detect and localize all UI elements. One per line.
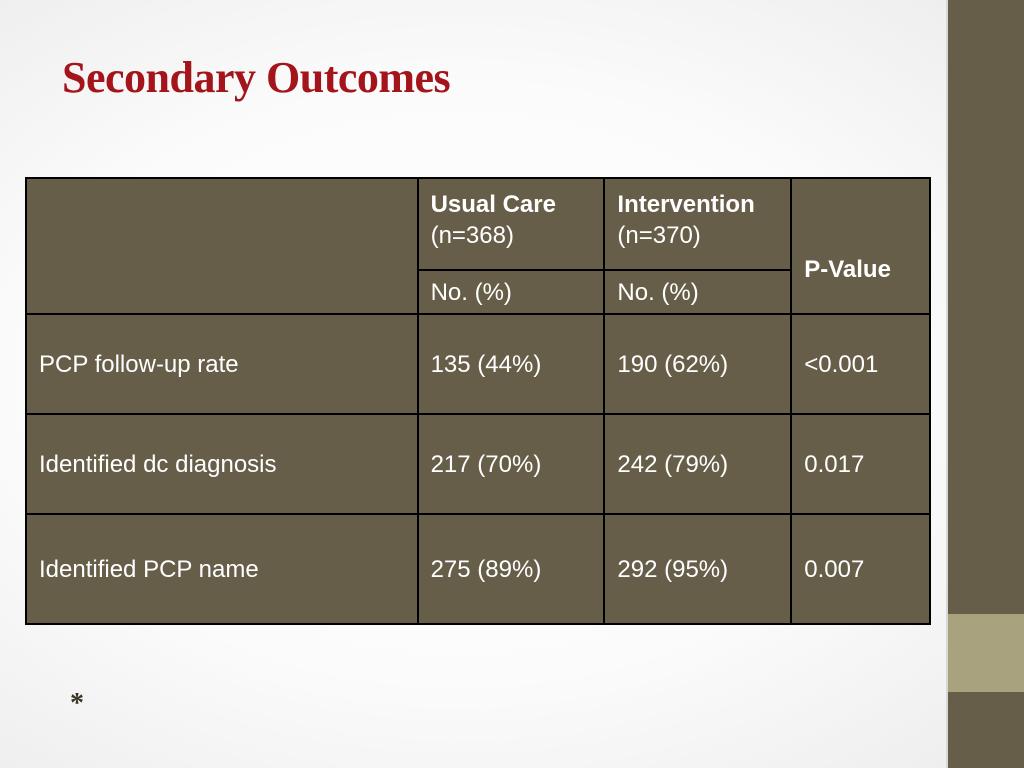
intervention-n: (n=370): [617, 222, 701, 249]
footnote-asterisk: *: [70, 688, 84, 719]
header-row-units: No. (%) No. (%): [26, 269, 930, 315]
header-usual-care: Usual Care (n=368): [416, 177, 606, 271]
usual-care-unit: No. (%): [416, 269, 606, 315]
sidebar-edge: [946, 0, 948, 768]
row-label: PCP follow-up rate: [25, 313, 419, 415]
usual-care-value: 217 (70%): [416, 413, 606, 515]
header-intervention: Intervention (n=370): [603, 177, 793, 271]
intervention-unit: No. (%): [603, 269, 793, 315]
usual-care-value: 275 (89%): [416, 513, 606, 625]
header-empty-cell: [25, 177, 419, 315]
table-row: Identified PCP name 275 (89%) 292 (95%) …: [25, 513, 931, 625]
row-label: Identified PCP name: [25, 513, 419, 625]
intervention-label: Intervention: [617, 191, 755, 218]
p-value: 0.017: [790, 413, 931, 515]
sidebar-accent-block: [948, 614, 1024, 692]
table-row: Identified dc diagnosis 217 (70%) 242 (7…: [25, 413, 931, 515]
usual-care-label: Usual Care: [430, 191, 556, 218]
slide-title: Secondary Outcomes: [62, 53, 451, 102]
header-row-groups: Usual Care (n=368) Intervention (n=370) …: [25, 177, 931, 315]
row-label: Identified dc diagnosis: [25, 413, 419, 515]
intervention-value: 190 (62%): [603, 313, 793, 415]
intervention-value: 292 (95%): [603, 513, 793, 625]
p-value: <0.001: [790, 313, 931, 415]
intervention-value: 242 (79%): [603, 413, 793, 515]
usual-care-n: (n=368): [430, 222, 514, 249]
header-p-value: P-Value: [790, 177, 931, 315]
p-value: 0.007: [790, 513, 931, 625]
usual-care-value: 135 (44%): [416, 313, 606, 415]
outcomes-table: Usual Care (n=368) Intervention (n=370) …: [25, 177, 931, 625]
table-row: PCP follow-up rate 135 (44%) 190 (62%) <…: [25, 313, 931, 415]
